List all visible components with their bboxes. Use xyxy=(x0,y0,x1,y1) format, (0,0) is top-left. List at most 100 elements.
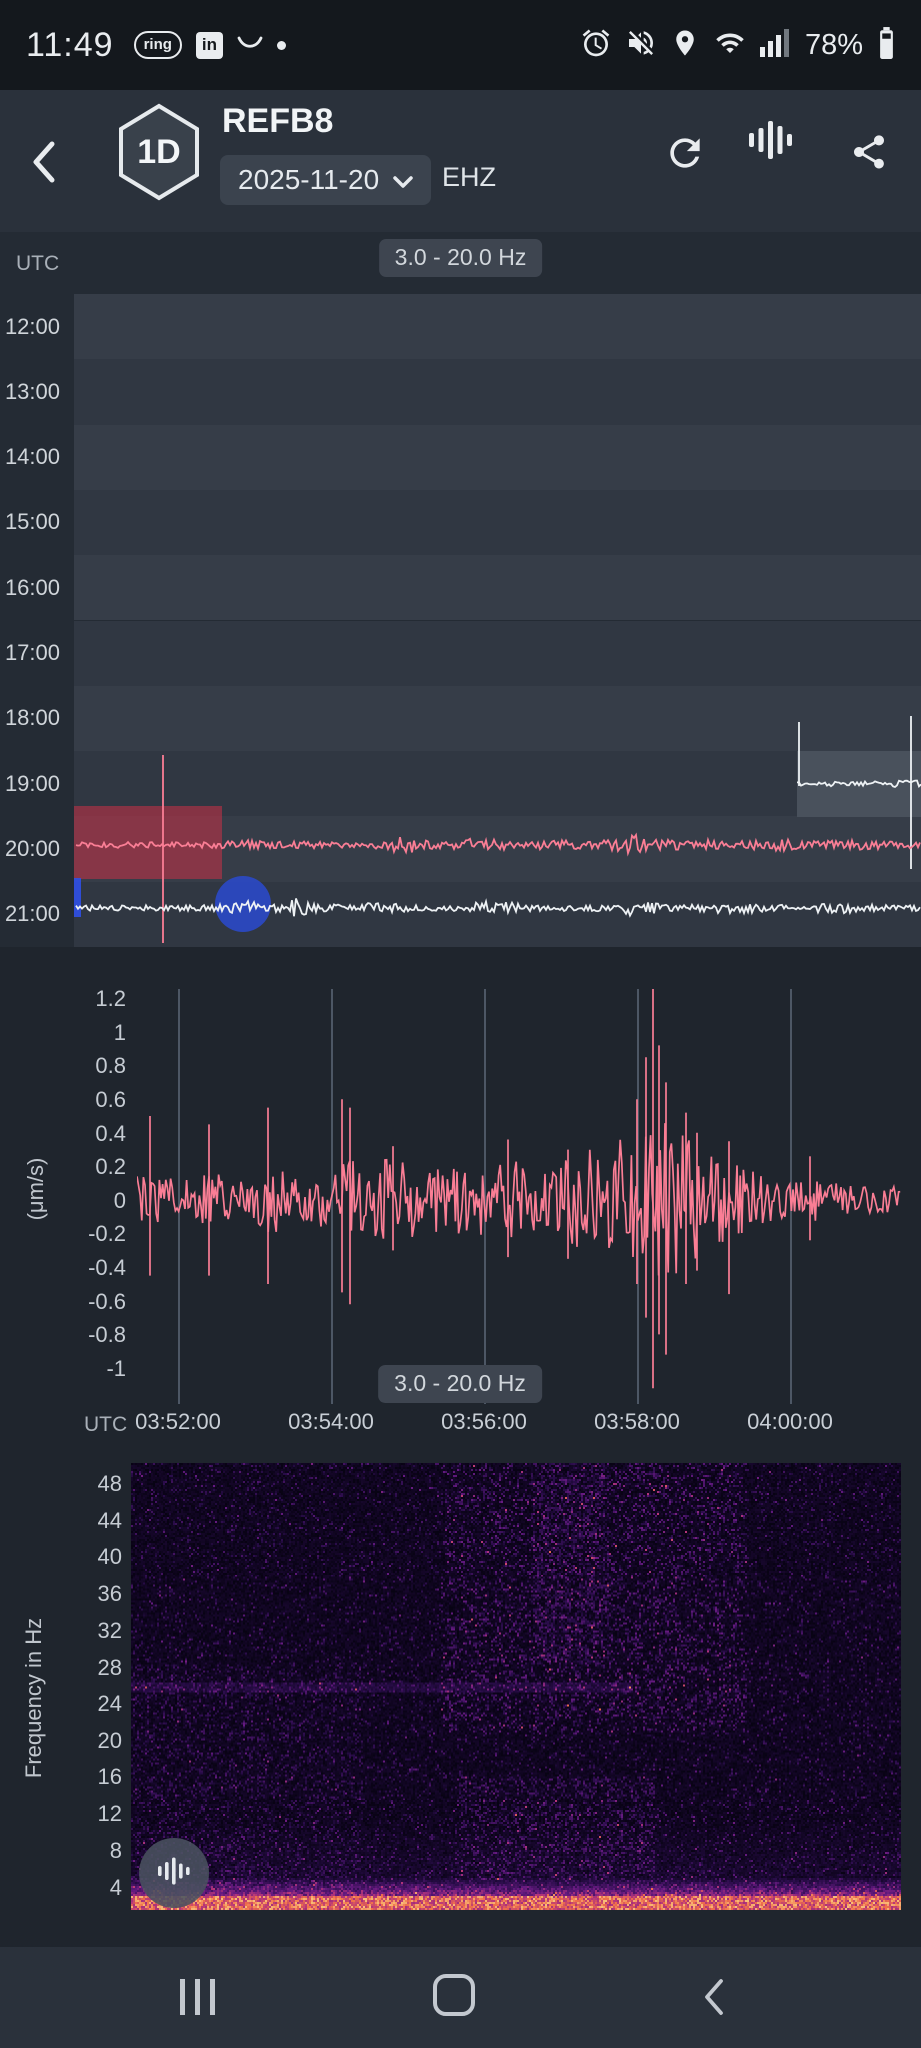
hour-label: 17:00 xyxy=(4,640,60,665)
chevron-down-icon xyxy=(393,164,413,196)
ring-app-icon: ring xyxy=(133,31,182,59)
y-tick: 0 xyxy=(113,1188,126,1213)
spectrogram-ylabel: Frequency in Hz xyxy=(21,1617,46,1779)
helicorder-traces xyxy=(75,716,921,943)
helicorder-plot[interactable] xyxy=(74,294,921,947)
freq-tick: 44 xyxy=(97,1508,122,1533)
freq-tick: 20 xyxy=(97,1728,122,1753)
mute-icon xyxy=(625,27,657,64)
hour-row xyxy=(74,489,921,556)
freq-tick: 24 xyxy=(97,1691,122,1716)
freq-tick: 4 xyxy=(109,1875,122,1900)
back-button[interactable] xyxy=(30,130,56,194)
hour-row xyxy=(74,555,921,621)
station-title: REFB8 xyxy=(222,102,334,140)
channel-label: EHZ xyxy=(442,162,496,192)
freq-tick: 40 xyxy=(97,1544,122,1569)
spectrogram-section: Frequency in Hz 48 44 40 36 32 28 24 20 … xyxy=(0,1441,921,1947)
dot-notification-icon xyxy=(276,40,286,50)
refresh-button[interactable] xyxy=(663,131,707,180)
x-tick: 03:52:00 xyxy=(135,1409,221,1434)
waveform-unit-label: (μm/s) xyxy=(23,1157,48,1221)
wifi-icon xyxy=(713,28,747,63)
hour-row xyxy=(74,424,921,490)
battery-percent-text: 78% xyxy=(804,28,863,61)
waveform-filter-badge: 3.0 - 20.0 Hz xyxy=(378,1365,542,1403)
hour-row xyxy=(74,359,921,425)
location-icon xyxy=(670,28,700,63)
hour-label: 15:00 xyxy=(4,509,60,534)
duration-badge-label: 1D xyxy=(137,132,181,171)
battery-icon xyxy=(878,26,895,64)
hour-row xyxy=(74,881,921,947)
home-button[interactable] xyxy=(433,1974,475,2016)
recents-button[interactable] xyxy=(180,1979,215,2015)
freq-tick: 32 xyxy=(97,1618,122,1643)
y-tick: -0.4 xyxy=(88,1255,126,1280)
helicorder-section: UTC 3.0 - 20.0 Hz 12:00 13:00 14:00 15:0… xyxy=(0,232,921,947)
date-picker[interactable]: 2025-11-20 xyxy=(220,155,432,205)
hour-row xyxy=(74,685,921,752)
waveform-section: (μm/s) 1.2 1 0.8 0.6 0.4 0.2 0 -0.2 -0.4… xyxy=(0,947,921,1441)
gridline xyxy=(637,989,639,1404)
helicorder-utc-label: UTC xyxy=(16,252,60,275)
x-tick: 03:56:00 xyxy=(441,1409,527,1434)
freq-tick: 36 xyxy=(97,1581,122,1606)
helicorder-filter-badge: 3.0 - 20.0 Hz xyxy=(378,239,543,277)
share-button[interactable] xyxy=(849,130,889,179)
y-tick: -0.2 xyxy=(88,1221,126,1246)
linkedin-icon: in xyxy=(195,31,223,59)
hour-label: 19:00 xyxy=(4,771,60,796)
waveform-utc-label: UTC xyxy=(84,1413,128,1436)
y-tick: 0.6 xyxy=(95,1087,126,1112)
alarm-icon xyxy=(580,27,612,64)
freq-tick: 28 xyxy=(97,1655,122,1680)
freq-tick: 12 xyxy=(97,1801,122,1826)
waveform-bars-icon xyxy=(157,1856,191,1891)
hour-row xyxy=(74,620,921,686)
clock-text: 11:49 xyxy=(26,25,114,64)
duration-badge-1d[interactable]: 1D xyxy=(116,103,202,201)
hour-label: 14:00 xyxy=(4,444,60,469)
system-status-icons: 78% xyxy=(580,26,895,64)
x-tick: 04:00:00 xyxy=(747,1409,833,1434)
hour-label: 21:00 xyxy=(4,901,60,926)
waveform-trace xyxy=(137,989,901,1389)
crescent-icon xyxy=(237,35,263,56)
spectrogram-plot[interactable] xyxy=(131,1463,901,1910)
hour-label: 13:00 xyxy=(4,379,60,404)
freq-tick: 8 xyxy=(109,1838,122,1863)
selection-region-highlight[interactable] xyxy=(74,806,222,879)
app-header: 1D REFB8 2025-11-20 EHZ xyxy=(0,90,921,232)
spectrogram-image xyxy=(131,1463,901,1910)
hour-label: 20:00 xyxy=(4,836,60,861)
x-tick: 03:54:00 xyxy=(288,1409,374,1434)
hour-row xyxy=(74,751,921,817)
row-start-marker xyxy=(74,878,81,917)
waveform-plot[interactable]: 3.0 - 20.0 Hz xyxy=(137,989,901,1404)
y-tick: 0.2 xyxy=(95,1154,126,1179)
freq-tick: 48 xyxy=(97,1471,122,1496)
y-tick: -0.6 xyxy=(88,1289,126,1314)
spectrogram-toggle-button[interactable] xyxy=(139,1838,209,1908)
y-tick: -0.8 xyxy=(88,1322,126,1347)
signal-icon xyxy=(759,28,790,62)
x-tick: 03:58:00 xyxy=(594,1409,680,1434)
y-tick: 1 xyxy=(113,1020,126,1045)
date-picker-value: 2025-11-20 xyxy=(238,164,380,195)
gridline xyxy=(484,989,486,1404)
hour-label: 18:00 xyxy=(4,705,60,730)
freq-tick: 16 xyxy=(97,1764,122,1789)
y-tick: 0.8 xyxy=(95,1053,126,1078)
gridline xyxy=(178,989,180,1404)
status-bar: 11:49 ring in 78% xyxy=(0,0,921,90)
android-nav-bar xyxy=(0,1947,921,2048)
y-tick: -1 xyxy=(106,1356,126,1381)
nav-back-button[interactable] xyxy=(703,1977,725,2022)
waveform-view-button[interactable] xyxy=(749,120,795,165)
hour-row xyxy=(74,294,921,360)
hour-label: 12:00 xyxy=(4,314,60,339)
hour-label: 16:00 xyxy=(4,575,60,600)
notification-icons: ring in xyxy=(133,31,286,59)
